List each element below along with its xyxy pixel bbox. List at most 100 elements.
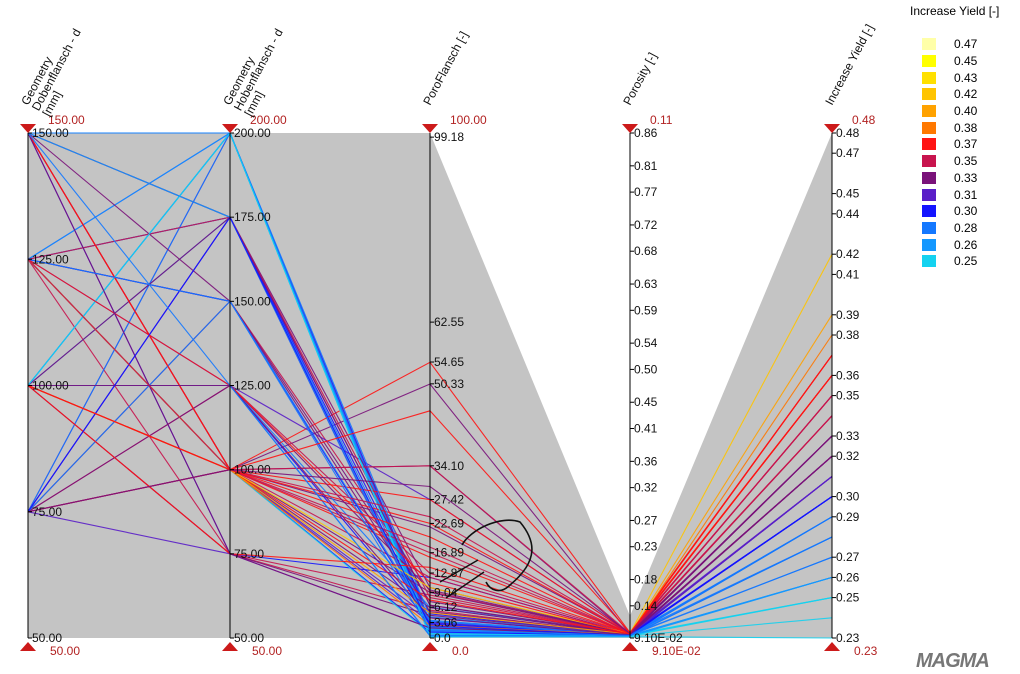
legend-value: 0.35 xyxy=(954,154,978,169)
tick-label: 0.38 xyxy=(836,328,860,342)
legend-swatch xyxy=(922,171,936,184)
tick-label: 0.47 xyxy=(836,146,860,160)
tick-label: 27.42 xyxy=(434,493,464,507)
legend-value: 0.40 xyxy=(954,104,978,119)
tick-label: 99.18 xyxy=(434,130,464,144)
legend-item: 0.30 xyxy=(922,203,1018,220)
tick-label: 3.06 xyxy=(434,616,458,630)
range-min-handle xyxy=(222,642,238,651)
legend-value: 0.37 xyxy=(954,137,978,152)
tick-label: 0.0 xyxy=(434,631,451,645)
tick-label: 0.41 xyxy=(836,267,860,281)
tick-label: 0.54 xyxy=(634,336,658,350)
legend-value: 0.25 xyxy=(954,254,978,269)
tick-label: 0.27 xyxy=(634,513,658,527)
legend-swatch xyxy=(922,188,936,201)
range-max-handle xyxy=(622,124,638,133)
range-min-label: 50.00 xyxy=(50,644,80,658)
legend-value: 0.30 xyxy=(954,204,978,219)
axis-title: PoroFlansch [-] xyxy=(420,29,471,107)
axis-title: GeometryDobenflansch - d[mm] xyxy=(18,21,94,119)
range-max-label: 150.00 xyxy=(48,113,85,127)
annotation-mark xyxy=(439,559,479,583)
legend-value: 0.28 xyxy=(954,220,978,235)
tick-label: 0.30 xyxy=(836,490,860,504)
range-max-handle xyxy=(222,124,238,133)
tick-label: 54.65 xyxy=(434,355,464,369)
legend-item: 0.43 xyxy=(922,69,1018,86)
magma-logo: MAGMA xyxy=(916,650,990,673)
legend-value: 0.47 xyxy=(954,37,978,52)
tick-label: 100.00 xyxy=(234,463,271,477)
annotation-mark xyxy=(445,571,485,599)
tick-label: 0.36 xyxy=(836,368,860,382)
legend-value: 0.26 xyxy=(954,237,978,252)
legend-swatch xyxy=(922,121,936,134)
tick-label: 0.77 xyxy=(634,185,658,199)
tick-label: 50.00 xyxy=(32,631,62,645)
legend-item: 0.28 xyxy=(922,220,1018,237)
legend-value: 0.42 xyxy=(954,87,978,102)
legend-item: 0.31 xyxy=(922,186,1018,203)
range-max-label: 0.11 xyxy=(650,113,673,127)
tick-label: 0.81 xyxy=(634,159,658,173)
legend-swatch xyxy=(922,221,936,234)
axis-title-line: PoroFlansch [-] xyxy=(420,29,471,107)
legend-item: 0.35 xyxy=(922,153,1018,170)
brush-region xyxy=(630,133,832,638)
legend-title: Increase Yield [-] xyxy=(910,4,1000,18)
range-min-handle xyxy=(824,642,840,651)
legend-value: 0.33 xyxy=(954,170,978,185)
tick-label: 0.36 xyxy=(634,454,658,468)
tick-label: 0.42 xyxy=(836,247,860,261)
tick-label: 34.10 xyxy=(434,459,464,473)
tick-label: 0.29 xyxy=(836,510,860,524)
tick-label: 6.12 xyxy=(434,600,458,614)
tick-label: 125.00 xyxy=(234,379,271,393)
range-min-handle xyxy=(422,642,438,651)
range-min-handle xyxy=(20,642,36,651)
tick-label: 0.35 xyxy=(836,389,860,403)
tick-label: 0.48 xyxy=(836,126,860,140)
tick-label: 22.69 xyxy=(434,516,464,530)
tick-label: 0.44 xyxy=(836,207,860,221)
range-min-label: 9.10E-02 xyxy=(652,644,701,658)
tick-label: 0.45 xyxy=(634,395,658,409)
legend-swatch xyxy=(922,88,936,101)
legend-item: 0.40 xyxy=(922,103,1018,120)
tick-label: 0.59 xyxy=(634,303,658,317)
annotation-mark xyxy=(461,519,533,592)
axis-title: Increase Yield [-] xyxy=(822,22,876,107)
tick-label: 0.26 xyxy=(836,570,860,584)
brush-region xyxy=(430,133,630,638)
legend-swatch xyxy=(922,238,936,251)
legend-value: 0.45 xyxy=(954,54,978,69)
legend-item: 0.47 xyxy=(922,36,1018,53)
legend-item: 0.42 xyxy=(922,86,1018,103)
tick-label: 0.32 xyxy=(634,481,658,495)
tick-label: 0.68 xyxy=(634,244,658,258)
tick-label: 150.00 xyxy=(32,126,69,140)
range-min-label: 0.0 xyxy=(452,644,469,658)
tick-label: 9.04 xyxy=(434,585,458,599)
tick-label: 0.27 xyxy=(836,550,860,564)
color-legend: Increase Yield [-] 0.47 0.45 0.43 0.42 0.40 0… xyxy=(900,4,1018,270)
range-max-handle xyxy=(824,124,840,133)
legend-swatch xyxy=(922,138,936,151)
tick-label: 75.00 xyxy=(32,505,62,519)
legend-item: 0.25 xyxy=(922,253,1018,270)
tick-label: 75.00 xyxy=(234,547,264,561)
tick-label: 0.14 xyxy=(634,599,658,613)
legend-item: 0.37 xyxy=(922,136,1018,153)
tick-label: 175.00 xyxy=(234,210,271,224)
axis-title: GeometryHobenflansch - d[mm] xyxy=(220,21,296,119)
axis-title-line: Increase Yield [-] xyxy=(822,22,876,107)
range-min-label: 50.00 xyxy=(252,644,282,658)
tick-label: 12.87 xyxy=(434,566,464,580)
tick-label: 0.86 xyxy=(634,126,658,140)
tick-label: 0.45 xyxy=(836,187,860,201)
axis-title-line: Porosity [-] xyxy=(620,50,659,107)
tick-label: 16.89 xyxy=(434,546,464,560)
legend-swatch xyxy=(922,155,936,168)
